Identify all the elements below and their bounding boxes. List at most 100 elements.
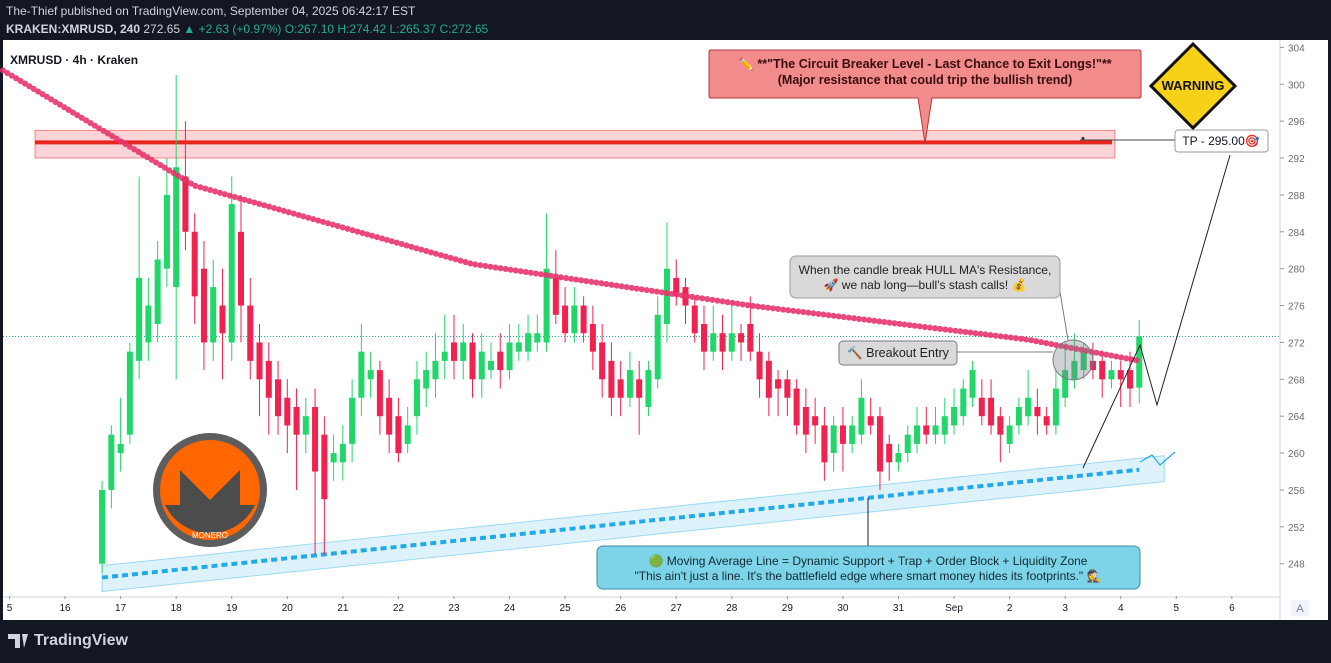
candle-body <box>126 351 133 435</box>
candle-body <box>923 425 930 435</box>
candle-body <box>904 434 911 454</box>
candle-body <box>839 425 846 444</box>
hull-callout: When the candle break HULL MA's Resistan… <box>789 255 1061 299</box>
y-tick-label: 248 <box>1288 560 1305 571</box>
candle-body <box>1126 370 1133 389</box>
candle-body <box>478 351 485 380</box>
y-tick-label: 288 <box>1288 191 1305 202</box>
warning-diamond <box>1148 41 1238 131</box>
candle-body <box>988 397 995 426</box>
candle-body <box>608 360 615 398</box>
candle-body <box>969 370 976 398</box>
candle-body <box>330 453 337 463</box>
candle-body <box>228 204 235 343</box>
scale-button-label[interactable]: A <box>1296 603 1304 615</box>
scale-button[interactable] <box>1291 600 1309 616</box>
callout-line: When the candle break HULL MA's Resistan… <box>799 263 1052 277</box>
plot: 2482522562602642682722762802842882922963… <box>0 43 1305 614</box>
candle-body <box>571 305 578 334</box>
x-tick-label: 20 <box>282 603 294 614</box>
candle-body <box>997 416 1004 435</box>
y-tick-label: 276 <box>1288 302 1305 313</box>
candle-body <box>173 167 180 288</box>
candle-body <box>99 489 106 564</box>
candle-body <box>775 379 782 389</box>
candle-body <box>136 277 143 361</box>
x-tick-label: 23 <box>448 603 460 614</box>
hull-connector <box>1059 291 1069 341</box>
x-tick-label: 24 <box>504 603 516 614</box>
candle-body <box>552 277 559 315</box>
candle-body <box>913 425 921 444</box>
candle-body <box>802 406 809 435</box>
candle-body <box>589 323 596 352</box>
candle-body <box>626 370 633 398</box>
callout-sub: (Major resistance that could trip the bu… <box>778 73 1072 87</box>
candle-body <box>728 333 735 352</box>
logo-m <box>165 470 255 534</box>
candle-body <box>738 333 745 343</box>
candle-body <box>450 342 457 361</box>
candle-body <box>349 397 356 444</box>
candle-body <box>951 406 958 426</box>
support-callout: 🟢 Moving Average Line = Dynamic Support … <box>596 545 1141 590</box>
x-tick-label: 6 <box>1229 603 1235 614</box>
candle-body <box>599 342 606 380</box>
candle-body <box>691 305 698 334</box>
candle-body <box>562 305 569 334</box>
target-point <box>1081 136 1085 140</box>
x-tick-label: 4 <box>1118 603 1124 614</box>
candle-body <box>645 370 652 407</box>
x-tick-label: 19 <box>226 603 238 614</box>
candle-body <box>460 342 467 361</box>
callout-text: 🔨 Breakout Entry <box>847 345 949 360</box>
candle-body <box>1025 397 1032 417</box>
candle-body <box>265 360 272 398</box>
mini-path <box>1139 451 1176 466</box>
candle-body <box>700 323 708 352</box>
candle-body <box>395 416 402 454</box>
candle-body <box>830 425 837 454</box>
candle-body <box>941 416 948 435</box>
candle-body <box>663 268 670 324</box>
logo-text: MONERO <box>192 531 228 540</box>
symbol-line: KRAKEN:XMRUSD, 240 272.65 ▲ +2.63 (+0.97… <box>6 22 489 36</box>
candle-body <box>191 231 198 297</box>
x-tick-label: 27 <box>671 603 683 614</box>
candle-body <box>673 277 680 297</box>
candle-body <box>284 397 291 426</box>
change: ▲ +2.63 (+0.97%) <box>183 22 281 36</box>
candle-body <box>367 370 374 380</box>
candle-body <box>1043 416 1050 426</box>
brand: TradingView <box>34 632 129 649</box>
candle-body <box>765 360 772 398</box>
y-tick-label: 300 <box>1288 80 1305 91</box>
candle-body <box>525 333 532 352</box>
y-tick-label: 292 <box>1288 154 1305 165</box>
entry-circle <box>1052 339 1094 381</box>
x-tick-label: 3 <box>1062 603 1068 614</box>
publisher: The-Thief published on TradingView.com, … <box>6 4 416 18</box>
y-tick-label: 264 <box>1288 412 1305 423</box>
x-tick-label: 21 <box>337 603 349 614</box>
candle-body <box>747 323 754 352</box>
close: C:272.65 <box>440 22 489 36</box>
candle-body <box>895 453 902 463</box>
x-tick-label: 22 <box>393 603 405 614</box>
candle-body <box>543 268 550 343</box>
candle-body <box>636 379 643 398</box>
y-tick-label: 284 <box>1288 228 1305 239</box>
x-tick-label: 28 <box>726 603 738 614</box>
symbol: KRAKEN:XMRUSD, 240 <box>6 22 140 36</box>
y-tick-label: 260 <box>1288 449 1305 460</box>
candle-body <box>821 425 828 463</box>
candle-body <box>1015 406 1022 426</box>
candle-body <box>423 370 430 389</box>
callout-line: "This ain't just a line. It's the battle… <box>635 569 1102 583</box>
callout-title: ✏️ **"The Circuit Breaker Level - Last C… <box>738 56 1111 71</box>
candle-body <box>117 443 124 454</box>
candle-body <box>1006 425 1013 444</box>
x-tick-label: 30 <box>837 603 849 614</box>
